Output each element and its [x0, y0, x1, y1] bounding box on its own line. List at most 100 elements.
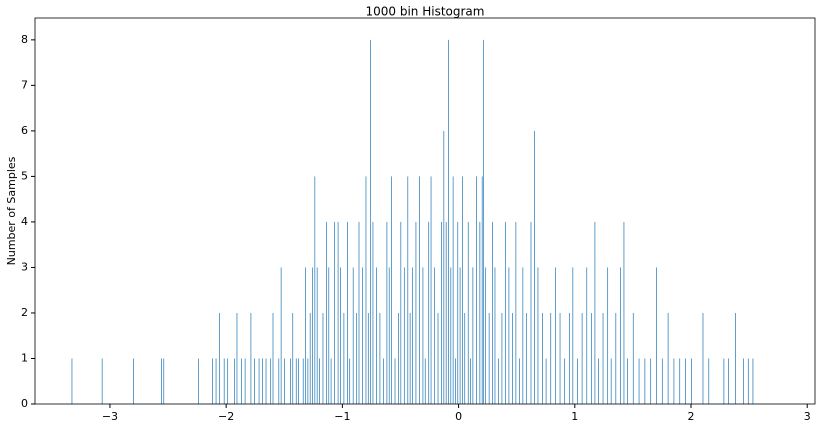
bar [330, 358, 332, 404]
y-tick-label: 2 [21, 306, 28, 319]
bar [445, 221, 447, 404]
bar [383, 358, 384, 404]
x-tick-label: −1 [334, 410, 350, 423]
bar [691, 358, 692, 404]
bar [244, 358, 246, 404]
axes-frame [34, 17, 816, 405]
bar [459, 267, 461, 404]
bar [555, 267, 556, 404]
bar [485, 267, 487, 404]
bar [708, 358, 710, 404]
bar [309, 312, 311, 404]
bar [470, 358, 471, 404]
bar [545, 358, 547, 404]
bar [340, 267, 341, 404]
y-tick-label: 1 [21, 351, 28, 364]
bar [398, 312, 399, 404]
bar [508, 267, 510, 404]
bar [661, 358, 663, 404]
bar [265, 358, 267, 404]
bar [488, 312, 490, 404]
bar [319, 358, 320, 404]
bar [234, 358, 235, 404]
bar [572, 267, 574, 404]
chart-title: 1000 bin Histogram [366, 5, 485, 19]
bar [198, 358, 199, 404]
bar [615, 312, 617, 404]
y-tick-label: 4 [21, 215, 28, 228]
bar [419, 176, 420, 404]
bar [302, 358, 304, 404]
bar [394, 358, 396, 404]
bar [448, 39, 449, 404]
bar [133, 358, 134, 404]
bar [728, 358, 729, 404]
bar [326, 221, 327, 404]
bar [365, 176, 367, 404]
y-tick-label: 0 [21, 397, 28, 410]
bar [280, 267, 282, 404]
bar [702, 312, 704, 404]
bar [620, 267, 621, 404]
bar [481, 176, 483, 404]
bar [349, 358, 351, 404]
bar [656, 267, 657, 404]
x-tick-label: −3 [102, 410, 118, 423]
bar [223, 358, 225, 404]
bar [290, 358, 291, 404]
bar [379, 312, 381, 404]
bar [312, 267, 313, 404]
bar [492, 221, 493, 404]
bar [568, 312, 570, 404]
bar [530, 221, 532, 404]
bar [743, 358, 744, 404]
bar [581, 312, 583, 404]
bar [679, 358, 681, 404]
bar [403, 267, 405, 404]
bar [610, 358, 612, 404]
bar [650, 358, 652, 404]
bar [559, 312, 561, 404]
bar [250, 312, 252, 404]
bar [512, 312, 513, 404]
bar [479, 221, 481, 404]
bar [227, 358, 229, 404]
bar [362, 267, 363, 404]
bar [455, 358, 456, 404]
bar [723, 358, 725, 404]
bar [638, 358, 640, 404]
bar [262, 358, 263, 404]
bar [428, 221, 430, 404]
bar [525, 312, 527, 404]
x-tick-label: 2 [688, 410, 695, 423]
bar [254, 358, 255, 404]
bar [430, 176, 432, 404]
bar [623, 221, 625, 404]
bar [607, 267, 609, 404]
bar [334, 221, 335, 404]
bar [752, 358, 754, 404]
bar [388, 267, 390, 404]
x-tick-label: 3 [804, 410, 811, 423]
bar [437, 312, 439, 404]
bar [594, 221, 596, 404]
bar [457, 221, 459, 404]
bar [443, 130, 445, 405]
bar [747, 358, 749, 404]
bar [441, 221, 442, 404]
bar [452, 176, 454, 404]
bar [472, 267, 474, 404]
bar [412, 267, 413, 404]
bar [673, 358, 675, 404]
bar [71, 358, 73, 404]
bar [241, 358, 242, 404]
bar [482, 39, 484, 404]
bar [367, 312, 369, 404]
bar [542, 312, 543, 404]
bar [422, 267, 424, 404]
bar [602, 312, 604, 404]
bar [236, 312, 238, 404]
bar [577, 358, 578, 404]
bar [298, 358, 299, 404]
bar [464, 312, 466, 404]
